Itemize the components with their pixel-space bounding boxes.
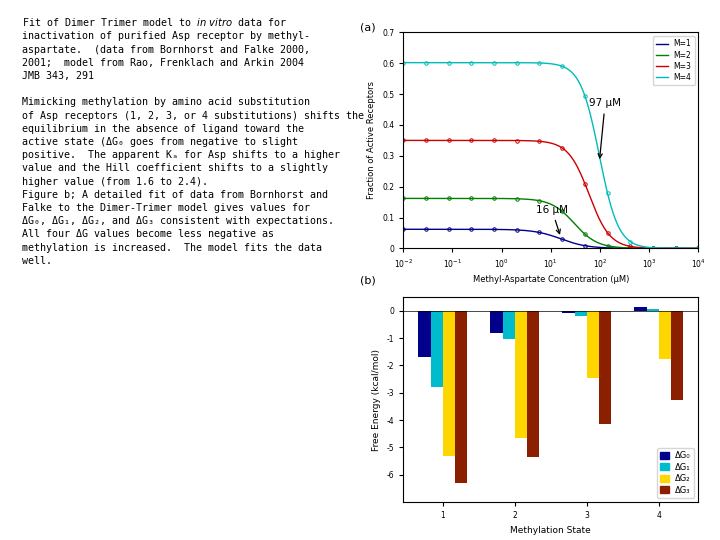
Text: (a): (a): [360, 22, 376, 32]
M=3: [518, 137, 527, 144]
M=2: [629, 245, 638, 251]
Legend: M=1, M=2, M=3, M=4: M=1, M=2, M=3, M=4: [653, 36, 695, 85]
M=1: [518, 227, 527, 233]
M=1: [602, 245, 611, 251]
M=3: [602, 227, 611, 234]
Bar: [455, 310, 467, 483]
Y-axis label: Fraction of Active Receptors: Fraction of Active Receptors: [367, 82, 377, 199]
M=1: [634, 245, 643, 252]
X-axis label: Methyl-Aspartate Concentration (μM): Methyl-Aspartate Concentration (μM): [472, 275, 629, 285]
Bar: [515, 310, 527, 438]
Bar: [431, 310, 443, 387]
M=1: [529, 228, 538, 235]
M=1: [629, 245, 638, 252]
Legend: ΔG₀, ΔG₁, ΔG₂, ΔG₃: ΔG₀, ΔG₁, ΔG₂, ΔG₃: [657, 448, 694, 498]
Line: M=3: M=3: [403, 140, 698, 248]
M=2: [429, 195, 438, 201]
M=3: [634, 244, 643, 251]
M=3: [694, 245, 703, 252]
Line: M=4: M=4: [403, 63, 698, 248]
M=3: [529, 138, 538, 144]
Bar: [659, 310, 671, 359]
M=4: [529, 59, 538, 66]
M=2: [602, 242, 611, 248]
Bar: [503, 310, 515, 340]
Text: Fit of Dimer Trimer model to $\mathit{in\ vitro}$ data for
inactivation of purif: Fit of Dimer Trimer model to $\mathit{in…: [22, 16, 364, 266]
M=2: [694, 245, 703, 252]
M=4: [518, 59, 527, 66]
Bar: [527, 310, 539, 457]
M=1: [429, 226, 438, 233]
Bar: [599, 310, 611, 424]
Bar: [443, 310, 455, 456]
Text: (b): (b): [360, 276, 376, 286]
Bar: [575, 310, 587, 316]
M=2: [399, 195, 408, 201]
Bar: [587, 310, 599, 377]
M=4: [694, 245, 703, 252]
M=4: [399, 59, 408, 66]
Bar: [671, 310, 683, 400]
Bar: [490, 310, 503, 333]
M=4: [634, 242, 643, 249]
M=1: [399, 226, 408, 233]
X-axis label: Methylation State: Methylation State: [510, 526, 591, 535]
M=3: [399, 137, 408, 144]
Bar: [418, 310, 431, 357]
Text: 97 μM: 97 μM: [589, 98, 621, 158]
Line: M=2: M=2: [403, 198, 698, 248]
Bar: [562, 310, 575, 313]
M=2: [518, 195, 527, 202]
Bar: [647, 309, 659, 310]
Y-axis label: Free Energy (kcal/mol): Free Energy (kcal/mol): [372, 349, 381, 450]
Bar: [634, 307, 647, 310]
Line: M=1: M=1: [403, 230, 698, 248]
Text: 16 μM: 16 μM: [536, 205, 568, 234]
M=4: [629, 240, 638, 247]
M=3: [629, 244, 638, 250]
M=3: [429, 137, 438, 144]
M=4: [602, 183, 611, 190]
M=4: [429, 59, 438, 66]
M=2: [529, 197, 538, 203]
M=1: [694, 245, 703, 252]
M=2: [634, 245, 643, 252]
